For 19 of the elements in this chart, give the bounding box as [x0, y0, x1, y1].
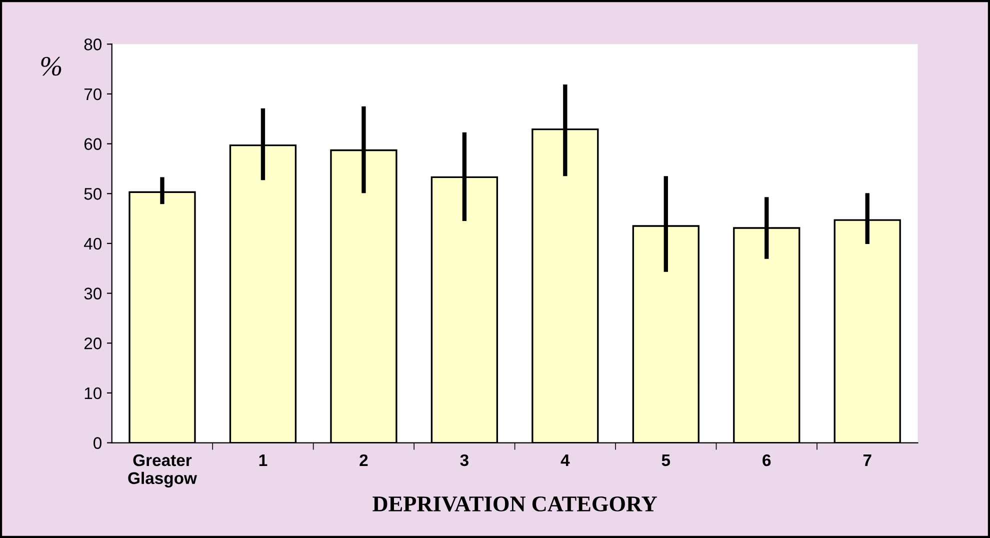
- x-tick-label: Greater Glasgow: [128, 454, 197, 488]
- y-tick-label: 80: [84, 38, 102, 50]
- x-axis-title: DEPRIVATION CATEGORY: [372, 496, 657, 512]
- y-tick-label: 30: [84, 288, 102, 300]
- y-axis-title: %: [41, 56, 62, 76]
- x-tick-label: 7: [863, 454, 872, 466]
- y-tick-label: 40: [84, 238, 102, 250]
- y-tick-label: 10: [84, 387, 102, 400]
- x-tick-label: 3: [460, 454, 468, 466]
- x-tick-label: 4: [560, 454, 570, 466]
- y-tick-label: 60: [84, 138, 102, 150]
- y-tick-label: 20: [84, 338, 102, 350]
- x-tick-label: 6: [762, 454, 771, 466]
- x-tick-label: 5: [662, 454, 670, 466]
- x-tick-label: 2: [360, 454, 368, 466]
- y-tick-label: 0: [94, 437, 102, 449]
- y-tick-label: 50: [84, 188, 102, 200]
- y-tick-label: 70: [84, 88, 102, 100]
- x-tick-label: 1: [259, 454, 268, 466]
